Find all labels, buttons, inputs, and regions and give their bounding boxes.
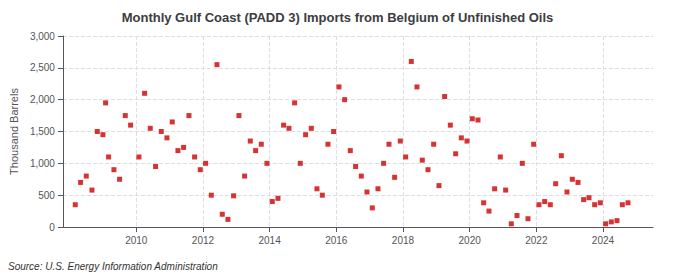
svg-text:2024: 2024 xyxy=(592,235,615,246)
svg-text:2012: 2012 xyxy=(192,235,215,246)
svg-text:Monthly Gulf Coast (PADD 3) Im: Monthly Gulf Coast (PADD 3) Imports from… xyxy=(122,10,554,25)
svg-text:Thousand Barrels: Thousand Barrels xyxy=(8,88,20,175)
svg-text:2020: 2020 xyxy=(459,235,482,246)
svg-text:2,000: 2,000 xyxy=(30,94,55,105)
svg-text:2022: 2022 xyxy=(525,235,548,246)
svg-text:2018: 2018 xyxy=(392,235,415,246)
svg-text:1,500: 1,500 xyxy=(30,126,55,137)
svg-text:0: 0 xyxy=(49,222,55,233)
svg-text:2,500: 2,500 xyxy=(30,62,55,73)
svg-text:2016: 2016 xyxy=(325,235,348,246)
svg-text:2010: 2010 xyxy=(125,235,148,246)
svg-text:2014: 2014 xyxy=(258,235,281,246)
svg-text:Source: U.S. Energy Informatio: Source: U.S. Energy Information Administ… xyxy=(8,261,218,272)
svg-text:3,000: 3,000 xyxy=(30,31,55,42)
svg-text:1,000: 1,000 xyxy=(30,158,55,169)
svg-text:500: 500 xyxy=(38,190,55,201)
